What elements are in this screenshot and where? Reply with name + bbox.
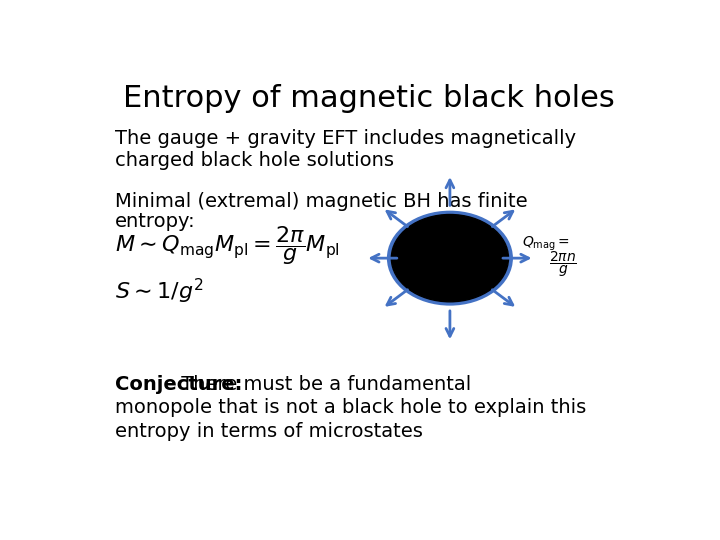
FancyArrowPatch shape bbox=[446, 311, 454, 336]
Text: Minimal (extremal) magnetic BH has finite: Minimal (extremal) magnetic BH has finit… bbox=[115, 192, 528, 211]
Text: $Q_{\mathrm{mag}} =$: $Q_{\mathrm{mag}} =$ bbox=[523, 234, 570, 253]
Text: monopole that is not a black hole to explain this: monopole that is not a black hole to exp… bbox=[115, 399, 586, 417]
Text: $\dfrac{2\pi n}{g}$: $\dfrac{2\pi n}{g}$ bbox=[549, 249, 577, 279]
FancyArrowPatch shape bbox=[503, 254, 528, 262]
Text: There must be a fundamental: There must be a fundamental bbox=[176, 375, 472, 394]
Text: $S \sim 1/g^2$: $S \sim 1/g^2$ bbox=[115, 277, 204, 306]
FancyArrowPatch shape bbox=[387, 211, 408, 227]
FancyArrowPatch shape bbox=[492, 290, 513, 305]
Text: charged black hole solutions: charged black hole solutions bbox=[115, 151, 394, 170]
Text: entropy:: entropy: bbox=[115, 212, 196, 232]
Text: The gauge + gravity EFT includes magnetically: The gauge + gravity EFT includes magneti… bbox=[115, 129, 576, 149]
FancyArrowPatch shape bbox=[372, 254, 397, 262]
Ellipse shape bbox=[392, 214, 508, 302]
Text: entropy in terms of microstates: entropy in terms of microstates bbox=[115, 422, 423, 441]
FancyArrowPatch shape bbox=[492, 211, 513, 227]
FancyArrowPatch shape bbox=[387, 290, 408, 305]
Text: Entropy of magnetic black holes: Entropy of magnetic black holes bbox=[123, 84, 615, 112]
Text: $M \sim Q_{\mathrm{mag}}M_{\mathrm{pl}} = \dfrac{2\pi}{g}M_{\mathrm{pl}}$: $M \sim Q_{\mathrm{mag}}M_{\mathrm{pl}} … bbox=[115, 224, 340, 267]
Text: Conjecture:: Conjecture: bbox=[115, 375, 243, 394]
FancyArrowPatch shape bbox=[446, 180, 454, 206]
